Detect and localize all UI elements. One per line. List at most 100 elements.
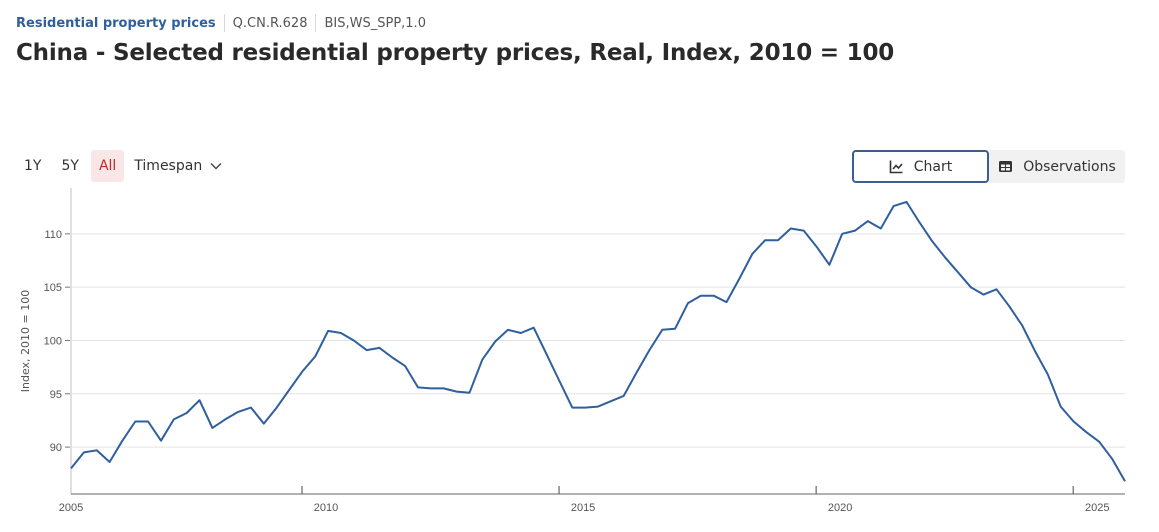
data-point[interactable] bbox=[903, 199, 909, 205]
data-point[interactable] bbox=[209, 425, 215, 431]
chart-view-label: Chart bbox=[913, 158, 953, 175]
data-point[interactable] bbox=[736, 276, 742, 282]
data-point[interactable] bbox=[171, 416, 177, 422]
page-title: China - Selected residential property pr… bbox=[16, 40, 895, 66]
data-point[interactable] bbox=[569, 405, 575, 411]
data-point[interactable] bbox=[68, 465, 74, 471]
data-point[interactable] bbox=[852, 228, 858, 234]
data-point[interactable] bbox=[916, 219, 922, 225]
range-1y-button[interactable]: 1Y bbox=[24, 158, 42, 174]
observations-view-button[interactable]: Observations bbox=[989, 150, 1125, 183]
data-point[interactable] bbox=[621, 393, 627, 399]
data-point[interactable] bbox=[441, 385, 447, 391]
data-point[interactable] bbox=[634, 369, 640, 375]
data-point[interactable] bbox=[1109, 456, 1115, 462]
series-key: Q.CN.R.628 bbox=[232, 15, 308, 31]
data-point[interactable] bbox=[814, 244, 820, 250]
data-point[interactable] bbox=[81, 449, 87, 455]
data-point[interactable] bbox=[312, 353, 318, 359]
data-point[interactable] bbox=[274, 405, 280, 411]
data-point[interactable] bbox=[788, 226, 794, 232]
data-point[interactable] bbox=[299, 368, 305, 374]
data-point[interactable] bbox=[955, 269, 961, 275]
data-point[interactable] bbox=[929, 238, 935, 244]
data-point[interactable] bbox=[389, 355, 395, 361]
data-point[interactable] bbox=[1045, 372, 1051, 378]
data-point[interactable] bbox=[184, 410, 190, 416]
data-point[interactable] bbox=[595, 404, 601, 410]
range-5y-button[interactable]: 5Y bbox=[61, 158, 79, 174]
data-point[interactable] bbox=[981, 292, 987, 298]
grid-lines bbox=[71, 233, 1125, 448]
data-point[interactable] bbox=[1058, 404, 1064, 410]
data-point[interactable] bbox=[119, 438, 125, 444]
data-point[interactable] bbox=[724, 299, 730, 305]
data-point[interactable] bbox=[235, 409, 241, 415]
data-point[interactable] bbox=[415, 384, 421, 390]
data-point[interactable] bbox=[261, 421, 267, 427]
data-point[interactable] bbox=[94, 447, 100, 453]
data-point[interactable] bbox=[544, 351, 550, 357]
data-point[interactable] bbox=[492, 339, 498, 345]
data-point[interactable] bbox=[1122, 478, 1128, 484]
data-point[interactable] bbox=[711, 293, 717, 299]
data-point[interactable] bbox=[801, 228, 807, 234]
data-point[interactable] bbox=[556, 378, 562, 384]
data-point[interactable] bbox=[1006, 303, 1012, 309]
data-point[interactable] bbox=[466, 390, 472, 396]
data-point[interactable] bbox=[518, 330, 524, 336]
data-point[interactable] bbox=[1083, 429, 1089, 435]
data-point[interactable] bbox=[685, 300, 691, 306]
data-point[interactable] bbox=[672, 326, 678, 332]
data-point[interactable] bbox=[749, 251, 755, 257]
data-point[interactable] bbox=[505, 327, 511, 333]
data-point[interactable] bbox=[248, 405, 254, 411]
view-toggle: Chart Observations bbox=[852, 150, 1125, 183]
dataset-link[interactable]: Residential property prices bbox=[16, 15, 216, 31]
data-point[interactable] bbox=[698, 293, 704, 299]
data-point[interactable] bbox=[428, 385, 434, 391]
data-point[interactable] bbox=[376, 345, 382, 351]
data-point[interactable] bbox=[158, 438, 164, 444]
data-point[interactable] bbox=[968, 284, 974, 290]
timespan-dropdown[interactable]: Timespan bbox=[128, 158, 228, 174]
x-tick-label: 2010 bbox=[314, 502, 338, 514]
data-point[interactable] bbox=[479, 357, 485, 363]
data-point[interactable] bbox=[839, 231, 845, 237]
data-point[interactable] bbox=[762, 237, 768, 243]
data-point[interactable] bbox=[1071, 418, 1077, 424]
data-point[interactable] bbox=[454, 389, 460, 395]
table-icon bbox=[999, 161, 1013, 172]
data-point[interactable] bbox=[364, 347, 370, 353]
data-point[interactable] bbox=[608, 398, 614, 404]
data-point[interactable] bbox=[865, 218, 871, 224]
data-point[interactable] bbox=[351, 337, 357, 343]
data-point[interactable] bbox=[1096, 439, 1102, 445]
data-point[interactable] bbox=[1032, 348, 1038, 354]
data-point[interactable] bbox=[107, 459, 113, 465]
data-point[interactable] bbox=[402, 363, 408, 369]
data-point[interactable] bbox=[878, 226, 884, 232]
data-point[interactable] bbox=[531, 325, 537, 331]
data-point[interactable] bbox=[197, 397, 203, 403]
data-point[interactable] bbox=[338, 330, 344, 336]
x-axis: 2005 2010 2015 2020 2025 bbox=[59, 486, 1109, 514]
range-all-button[interactable]: All bbox=[90, 150, 125, 182]
data-point[interactable] bbox=[132, 418, 138, 424]
data-point[interactable] bbox=[222, 416, 228, 422]
data-point[interactable] bbox=[145, 418, 151, 424]
y-axis-label: Index, 2010 = 100 bbox=[19, 290, 32, 392]
data-point[interactable] bbox=[1019, 323, 1025, 329]
series-line[interactable] bbox=[70, 200, 1126, 482]
data-point[interactable] bbox=[659, 327, 665, 333]
data-point[interactable] bbox=[993, 286, 999, 292]
data-point[interactable] bbox=[826, 262, 832, 268]
data-point[interactable] bbox=[582, 405, 588, 411]
data-point[interactable] bbox=[775, 237, 781, 243]
data-point[interactable] bbox=[646, 347, 652, 353]
data-point[interactable] bbox=[325, 328, 331, 334]
chart-view-button[interactable]: Chart bbox=[852, 150, 989, 183]
data-point[interactable] bbox=[942, 254, 948, 260]
data-point[interactable] bbox=[891, 203, 897, 209]
data-point[interactable] bbox=[287, 387, 293, 393]
